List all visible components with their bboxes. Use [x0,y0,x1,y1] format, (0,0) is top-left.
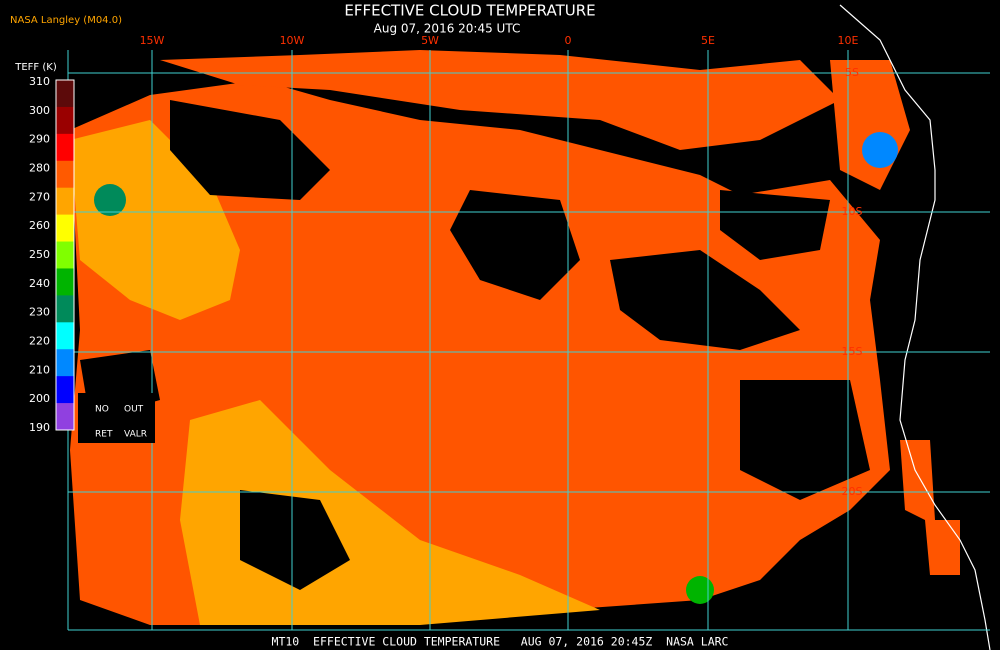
colorbar-tick-label: 260 [29,219,50,232]
title: EFFECTIVE CLOUD TEMPERATURE [344,2,595,20]
colorbar-swatch [56,187,74,216]
colorbar-frame [55,79,75,431]
colorbar-swatch [56,322,74,350]
missing-label: VALR [124,430,147,440]
cloud-cell [686,576,714,604]
colorbar: 310 300 290 280 270 260 250 240 230 220 210 200 190 [29,75,75,434]
latitude-label: 10S [842,205,863,218]
colorbar-tick-label: 270 [29,190,50,203]
colorbar-title: TEFF (K) [14,62,57,73]
longitude-label: 10E [838,34,859,47]
colorbar-tick-label: 300 [29,104,50,117]
longitude-label: 15W [140,34,165,47]
clear-region [720,190,830,260]
colorbar-swatch [56,80,74,108]
colorbar-tick-label: 200 [29,392,50,405]
cloud-cell [94,184,126,216]
colorbar-swatch [56,295,74,323]
colorbar-tick-label: 230 [29,306,50,319]
longitude-label: 5E [701,34,715,47]
colorbar-swatch [56,106,74,135]
colorbar-swatch [56,376,74,404]
colorbar-tick-label: 310 [29,75,50,88]
missing-label: RET [95,430,113,440]
colorbar-swatch [56,349,74,377]
subtitle: Aug 07, 2016 20:45 UTC [374,22,521,36]
cloud-cell [862,132,898,168]
latitude-label: 5S [845,66,859,79]
longitude-label: 0 [565,34,572,47]
colorbar-swatch [56,214,74,243]
colorbar-swatch [56,133,74,162]
colorbar-tick-label: 250 [29,248,50,261]
missing-label: OUT [124,405,144,415]
missing-legend-box [78,393,155,443]
colorbar-tick-label: 220 [29,335,50,348]
cloud-region [160,50,840,150]
colorbar-tick-label: 290 [29,133,50,146]
clear-region [740,380,870,500]
colorbar-tick-label: 190 [29,421,50,434]
missing-label: NO [95,405,109,415]
colorbar-tick-label: 240 [29,277,50,290]
latitude-label: 15S [842,345,863,358]
colorbar-swatch [56,241,74,269]
colorbar-tick-label: 210 [29,363,50,376]
cloud-region [900,440,960,575]
source-label: NASA Langley (M04.0) [10,15,122,26]
clear-region [170,100,330,200]
coastline [839,4,991,650]
colorbar-tick-label: 280 [29,162,50,175]
clear-region [240,490,350,590]
longitude-label: 10W [280,34,305,47]
latitude-label: 20S [842,485,863,498]
clear-region [610,250,800,350]
missing-legend: NO OUT RET VALR [95,405,147,440]
footer: MT10 EFFECTIVE CLOUD TEMPERATURE AUG 07,… [272,635,729,649]
longitude-label: 5W [421,34,439,47]
clear-region [450,190,580,300]
colorbar-swatch [56,403,74,431]
colorbar-swatch [56,268,74,296]
colorbar-swatch [56,160,74,189]
